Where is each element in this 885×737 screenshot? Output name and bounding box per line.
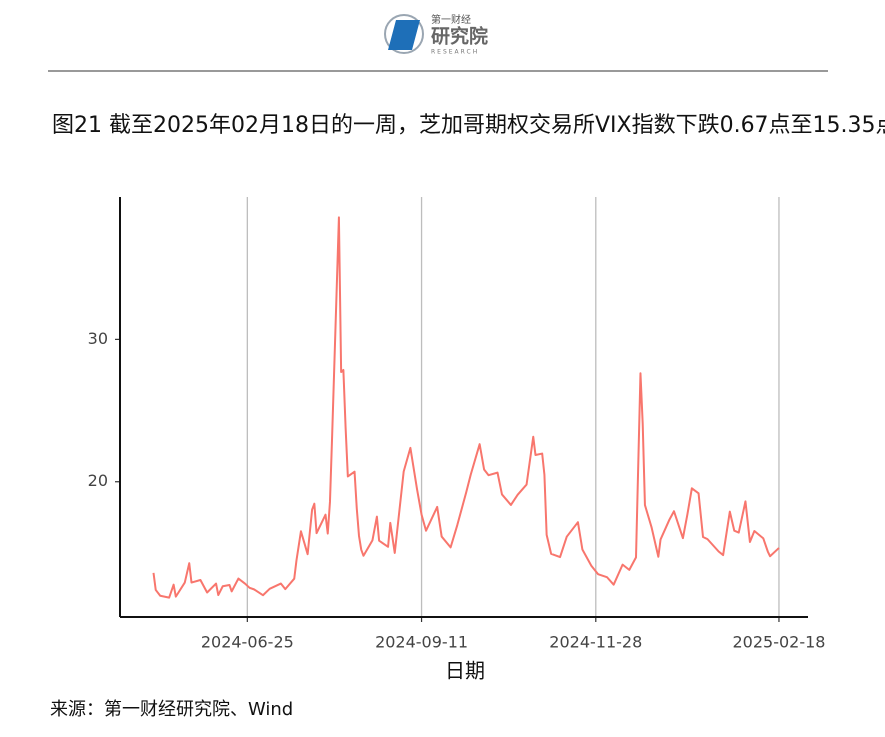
logo: 第一财经 研究院 RESEARCH: [384, 13, 488, 56]
x-tick-label: 2024-09-11: [375, 633, 468, 652]
y-tick-label: 30: [88, 329, 108, 348]
x-axis-label: 日期: [445, 659, 485, 683]
logo-main: 研究院: [431, 25, 488, 48]
logo-ring: [384, 14, 424, 54]
y-tick-label: 20: [88, 471, 108, 490]
x-tick-label: 2024-11-28: [549, 633, 642, 652]
x-tick-label: 2025-02-18: [732, 633, 825, 652]
x-tick-label: 2024-06-25: [201, 633, 294, 652]
logo-en: RESEARCH: [431, 49, 479, 56]
data-line: [152, 216, 780, 599]
source-note: 来源：第一财经研究院、Wind: [50, 699, 294, 720]
logo-top: 第一财经: [431, 13, 471, 26]
logo-mark: [388, 20, 420, 50]
chart-title: 图21 截至2025年02月18日的一周，芝加哥期权交易所VIX指数下跌0.67…: [52, 113, 885, 138]
